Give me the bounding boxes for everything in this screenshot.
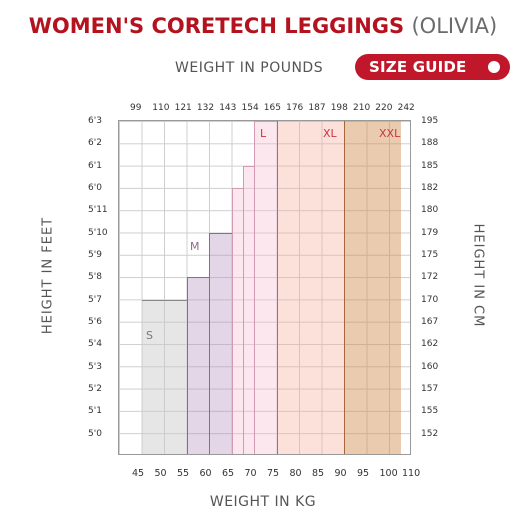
size-zone-l bbox=[242, 165, 255, 454]
size-label-xxl: XXL bbox=[379, 127, 401, 140]
size-label-xl: XL bbox=[323, 127, 337, 140]
cm-tick: 155 bbox=[421, 406, 439, 417]
title-model: (OLIVIA) bbox=[411, 14, 498, 38]
cm-tick: 152 bbox=[421, 428, 439, 439]
feet-tick: 6'2 bbox=[88, 138, 102, 149]
feet-tick: 5'7 bbox=[88, 294, 102, 305]
cm-tick: 160 bbox=[421, 361, 439, 372]
cm-tick: 162 bbox=[421, 339, 439, 350]
size-zone-m bbox=[186, 277, 210, 454]
kg-tick: 55 bbox=[177, 468, 190, 479]
size-label-m: M bbox=[190, 240, 200, 253]
pounds-tick: 110 bbox=[152, 103, 170, 113]
pounds-tick: 99 bbox=[130, 103, 142, 113]
size-label-s: S bbox=[146, 329, 153, 342]
feet-tick: 5'3 bbox=[88, 361, 102, 372]
kg-tick: 60 bbox=[199, 468, 212, 479]
size-chart-grid: S M L XL XXL bbox=[118, 120, 411, 455]
feet-tick: 5'2 bbox=[88, 384, 102, 394]
cm-tick: 175 bbox=[421, 250, 439, 260]
weight-pounds-label: WEIGHT IN POUNDS bbox=[175, 60, 324, 76]
feet-tick: 6'3 bbox=[88, 116, 102, 126]
cm-tick: 180 bbox=[421, 205, 439, 216]
size-zone-xxl bbox=[344, 121, 401, 454]
kg-tick: 75 bbox=[267, 468, 280, 479]
size-zone-s bbox=[141, 299, 187, 454]
pounds-tick: 132 bbox=[196, 103, 215, 113]
pounds-tick: 176 bbox=[286, 103, 304, 113]
kg-tick: 85 bbox=[312, 468, 325, 479]
feet-tick: 5'10 bbox=[88, 227, 108, 238]
feet-tick: 5'11 bbox=[88, 205, 108, 216]
pounds-tick: 165 bbox=[263, 103, 281, 113]
height-feet-axis-label: HEIGHT IN FEET bbox=[40, 216, 56, 335]
feet-tick: 5'0 bbox=[88, 428, 102, 439]
cm-tick: 185 bbox=[421, 160, 439, 171]
cm-tick: 167 bbox=[421, 317, 439, 327]
cm-tick: 195 bbox=[421, 116, 439, 126]
pounds-tick: 210 bbox=[353, 103, 371, 113]
feet-tick: 5'4 bbox=[88, 339, 102, 350]
cm-tick: 182 bbox=[421, 183, 439, 193]
feet-tick: 6'0 bbox=[88, 183, 102, 193]
cm-tick: 170 bbox=[421, 294, 439, 305]
cm-tick: 179 bbox=[421, 227, 439, 238]
height-cm-axis-label: HEIGHT IN CM bbox=[470, 223, 486, 328]
feet-tick: 6'1 bbox=[88, 160, 102, 171]
pounds-tick: 198 bbox=[330, 103, 348, 113]
cm-tick: 172 bbox=[421, 272, 439, 283]
kg-tick: 70 bbox=[244, 468, 257, 479]
size-zone-l bbox=[231, 188, 243, 454]
size-zone-m bbox=[209, 232, 232, 454]
kg-tick: 100 bbox=[379, 468, 398, 479]
feet-tick: 5'1 bbox=[88, 406, 102, 417]
pounds-tick: 143 bbox=[219, 103, 237, 113]
size-zone-l bbox=[254, 121, 277, 454]
size-guide-label: SIZE GUIDE bbox=[369, 58, 467, 76]
pounds-tick: 121 bbox=[174, 103, 192, 113]
kg-tick: 80 bbox=[289, 468, 302, 479]
kg-tick: 110 bbox=[402, 468, 421, 479]
feet-tick: 5'9 bbox=[88, 250, 102, 260]
page-title: WOMEN'S CORETECH LEGGINGS (OLIVIA) bbox=[0, 14, 526, 38]
cm-tick: 188 bbox=[421, 138, 439, 149]
kg-tick: 65 bbox=[222, 468, 235, 479]
title-brand: WOMEN'S CORETECH LEGGINGS bbox=[28, 14, 405, 38]
pounds-tick: 187 bbox=[308, 103, 326, 113]
feet-tick: 5'8 bbox=[88, 272, 102, 283]
size-label-l: L bbox=[260, 127, 267, 140]
weight-kg-axis-label: WEIGHT IN KG bbox=[209, 494, 317, 510]
record-dot-icon bbox=[488, 61, 500, 73]
kg-tick: 90 bbox=[334, 468, 347, 479]
pounds-tick: 220 bbox=[375, 103, 393, 113]
feet-tick: 5'6 bbox=[88, 317, 102, 327]
size-guide-badge: SIZE GUIDE bbox=[355, 54, 510, 80]
kg-tick: 45 bbox=[132, 468, 145, 479]
pounds-tick: 154 bbox=[241, 103, 259, 113]
cm-tick: 157 bbox=[421, 384, 439, 394]
pounds-tick: 242 bbox=[397, 103, 415, 113]
kg-tick: 50 bbox=[154, 468, 167, 479]
size-zone-xl bbox=[276, 121, 345, 454]
kg-tick: 95 bbox=[357, 468, 370, 479]
